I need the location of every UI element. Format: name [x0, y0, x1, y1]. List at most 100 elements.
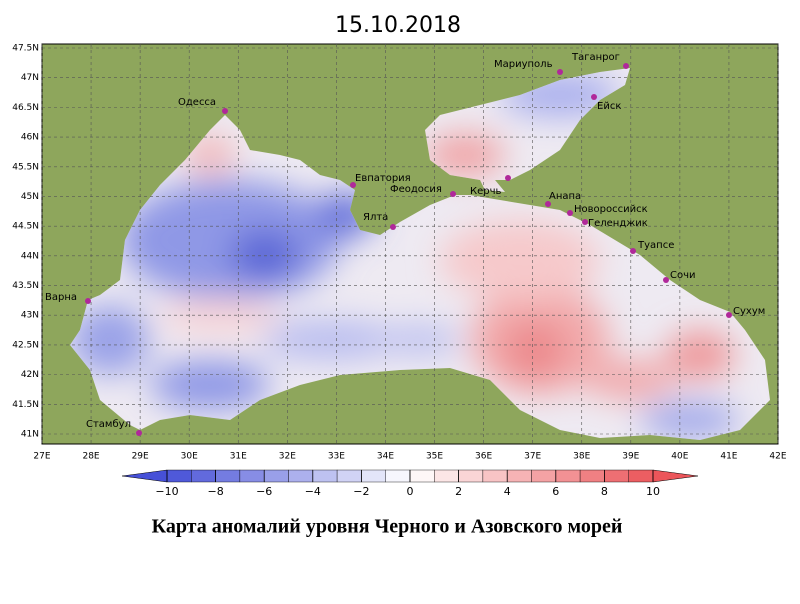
- city-dot: [505, 175, 511, 181]
- colorbar-segment: [239, 469, 265, 483]
- grid: 27E 28E 29E 30E 31E 32E 33E 34E 35E 36E 37E 38E 39E 4…: [12, 44, 787, 462]
- lat-tick-label: 46.5N: [12, 103, 39, 113]
- lon-tick-label: 40E: [671, 452, 688, 462]
- lon-tick-label: 29E: [132, 452, 149, 462]
- colorbar-tick-label: 0: [407, 485, 414, 498]
- colorbar-segment: [336, 469, 362, 483]
- lat-tick-label: 43N: [21, 311, 39, 321]
- city-dot: [557, 69, 563, 75]
- city-label: Стамбул: [86, 419, 131, 430]
- colorbar-segment: [434, 469, 459, 483]
- city-dot: [630, 248, 636, 254]
- city-dot: [582, 219, 588, 225]
- lat-tick-label: 41N: [21, 430, 39, 440]
- lat-tick-label: 42N: [21, 370, 39, 380]
- city-dot: [545, 201, 551, 207]
- colorbar-segment: [507, 469, 532, 483]
- lon-tick-label: 36E: [475, 452, 492, 462]
- lat-tick-label: 45N: [21, 192, 39, 202]
- lat-tick-label: 45.5N: [12, 162, 39, 172]
- lon-tick-label: 42E: [769, 452, 786, 462]
- colorbar-segment: [288, 469, 313, 483]
- colorbar-tick-label: 6: [552, 485, 559, 498]
- city-dot: [623, 63, 629, 69]
- lon-tick-label: 31E: [230, 452, 247, 462]
- colorbar-segment: [264, 469, 289, 483]
- city-label: Керчь: [470, 186, 502, 197]
- city-dot: [663, 277, 669, 283]
- title: 15.10.2018: [335, 13, 461, 38]
- city-label: Новороссийск: [574, 204, 648, 215]
- lon-tick-label: 38E: [573, 452, 590, 462]
- colorbar-segment: [482, 469, 508, 483]
- city-dot: [450, 191, 456, 197]
- city-label: Геленджик: [588, 218, 648, 229]
- city-dot: [390, 224, 396, 230]
- map: 27E 28E 29E 30E 31E 32E 33E 34E 35E 36E 37E 38E 39E 4…: [12, 43, 787, 462]
- lat-tick-label: 43.5N: [12, 281, 39, 291]
- city-label: Мариуполь: [494, 59, 553, 70]
- colorbar-tick-label: −8: [207, 485, 223, 498]
- colorbar-tick-label: −10: [155, 485, 178, 498]
- lon-tick-label: 32E: [279, 452, 296, 462]
- lat-tick-label: 44.5N: [12, 222, 39, 232]
- colorbar-segment: [579, 469, 605, 483]
- city-label: Одесса: [178, 97, 216, 108]
- city-dot: [567, 210, 573, 216]
- city-label: Ейск: [597, 101, 621, 112]
- colorbar-tick-label: 2: [455, 485, 462, 498]
- city-label: Ялта: [363, 212, 388, 223]
- colorbar-segment: [385, 469, 411, 483]
- colorbar-tick-label: −4: [305, 485, 321, 498]
- city-label: Сочи: [670, 270, 696, 281]
- colorbar-segment: [604, 469, 629, 483]
- colorbar-segment: [458, 469, 484, 483]
- colorbar-segment: [361, 469, 386, 483]
- colorbar-arrow: [652, 469, 699, 483]
- colorbar-tick-label: 10: [646, 485, 660, 498]
- city-label: Варна: [45, 292, 77, 303]
- colorbar-segment: [531, 469, 556, 483]
- city-label: Анапа: [549, 191, 581, 202]
- lon-tick-label: 37E: [524, 452, 541, 462]
- colorbar-segment: [628, 469, 654, 483]
- city-label: Туапсе: [637, 240, 674, 251]
- lat-tick-label: 44N: [21, 251, 39, 261]
- colorbar-segment: [312, 469, 338, 483]
- city-dot: [85, 298, 91, 304]
- lat-tick-label: 42.5N: [12, 340, 39, 350]
- city-dot: [350, 182, 356, 188]
- city-dot: [726, 312, 732, 318]
- colorbar-tick-label: −6: [256, 485, 272, 498]
- caption: Карта аномалий уровня Черного и Азовског…: [152, 516, 623, 538]
- lon-tick-label: 30E: [181, 452, 198, 462]
- lat-tick-label: 47N: [21, 73, 39, 83]
- colorbar-segment: [215, 469, 241, 483]
- colorbar: −10 −8 −6 −4 −2 0 2 4 6 8 10: [121, 469, 699, 498]
- city-dot: [136, 430, 142, 436]
- cities: Одесса Мариуполь Таганрог Ейск Евпатория…: [45, 52, 765, 436]
- lat-tick-label: 47.5N: [12, 44, 39, 54]
- colorbar-segment: [555, 469, 581, 483]
- city-label: Евпатория: [355, 173, 411, 184]
- city-label: Феодосия: [390, 184, 442, 195]
- city-label: Таганрог: [571, 52, 620, 63]
- city-dot: [591, 94, 597, 100]
- city-dot: [222, 108, 228, 114]
- colorbar-segment: [191, 469, 216, 483]
- colorbar-segment: [409, 469, 435, 483]
- colorbar-tick-label: 8: [601, 485, 608, 498]
- city-label: Сухум: [733, 306, 765, 317]
- colorbar-tick-label: 4: [504, 485, 511, 498]
- lon-tick-label: 33E: [328, 452, 345, 462]
- lon-tick-label: 27E: [33, 452, 50, 462]
- lon-tick-label: 35E: [426, 452, 443, 462]
- colorbar-tick-label: −2: [353, 485, 369, 498]
- colorbar-segment: [166, 469, 192, 483]
- lat-tick-label: 46N: [21, 133, 39, 143]
- lon-tick-label: 34E: [377, 452, 394, 462]
- lon-tick-label: 28E: [82, 452, 99, 462]
- colorbar-arrow: [121, 469, 168, 483]
- lon-tick-label: 41E: [720, 452, 737, 462]
